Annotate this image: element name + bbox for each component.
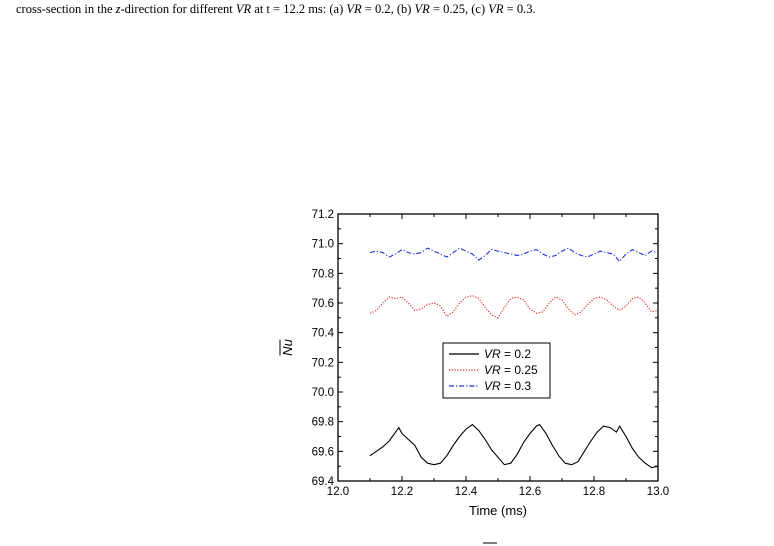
y-tick-label: 69.6 (312, 446, 334, 458)
legend-label-value: = 0.25 (501, 363, 538, 377)
caption-part: -direction for different (120, 2, 236, 16)
x-tick-label: 12.0 (327, 486, 349, 498)
legend-label-prefix: VR (484, 379, 501, 393)
legend-label-value: = 0.3 (501, 379, 532, 393)
series-layer (369, 247, 659, 469)
x-tick-label: 12.6 (519, 486, 541, 498)
caption-part: at t = 12.2 ms: (a) (251, 2, 347, 16)
tick-layer (337, 213, 659, 482)
caption-part: = 0.25, (c) (429, 2, 489, 16)
series-line-1 (369, 295, 659, 319)
legend-label-1: VR = 0.25 (484, 363, 538, 377)
y-tick-label: 70.8 (312, 268, 334, 280)
y-tick-label: 71.2 (312, 209, 334, 221)
legend-label-2: VR = 0.3 (484, 379, 531, 393)
y-tick-label: 70.6 (312, 298, 334, 310)
y-tick-label: 69.8 (312, 417, 334, 429)
tick-label-layer: 12.0 12.2 12.4 12.6 12.8 13.0 69.4 69.6 69.8 70.0… (312, 209, 670, 498)
caption-vr: VR (414, 2, 430, 16)
figure-caption: cross-section in the z-direction for dif… (16, 2, 766, 17)
y-tick-label: 71.0 (312, 239, 334, 251)
x-tick-label: 12.4 (455, 486, 478, 498)
legend-label-0: VR = 0.2 (484, 347, 531, 361)
legend-label-prefix: VR (484, 347, 501, 361)
x-axis-label: Time (ms) (469, 503, 527, 518)
caption-part: = 0.3. (503, 2, 536, 16)
caption-vr: VR (346, 2, 362, 16)
legend-label-value: = 0.2 (501, 347, 532, 361)
y-tick-label: 70.0 (312, 387, 334, 399)
y-tick-label: 70.4 (312, 328, 335, 340)
legend-label-prefix: VR (484, 363, 501, 377)
x-tick-label: 12.2 (391, 486, 413, 498)
y-axis-label-group: Nu (279, 339, 295, 356)
series-line-2 (369, 247, 659, 263)
series-line-0 (369, 423, 659, 469)
caption-vr: VR (488, 2, 504, 16)
caption-z: z (115, 2, 121, 16)
y-tick-label: 69.4 (312, 476, 335, 488)
y-axis-label: Nu (280, 339, 295, 356)
caption-vr: VR (235, 2, 252, 16)
caption-part: cross-section in the (16, 2, 116, 16)
x-tick-label: 12.8 (583, 486, 605, 498)
y-tick-label: 70.2 (312, 357, 334, 369)
x-tick-label: 13.0 (647, 486, 669, 498)
caption-part: = 0.2, (b) (361, 2, 415, 16)
